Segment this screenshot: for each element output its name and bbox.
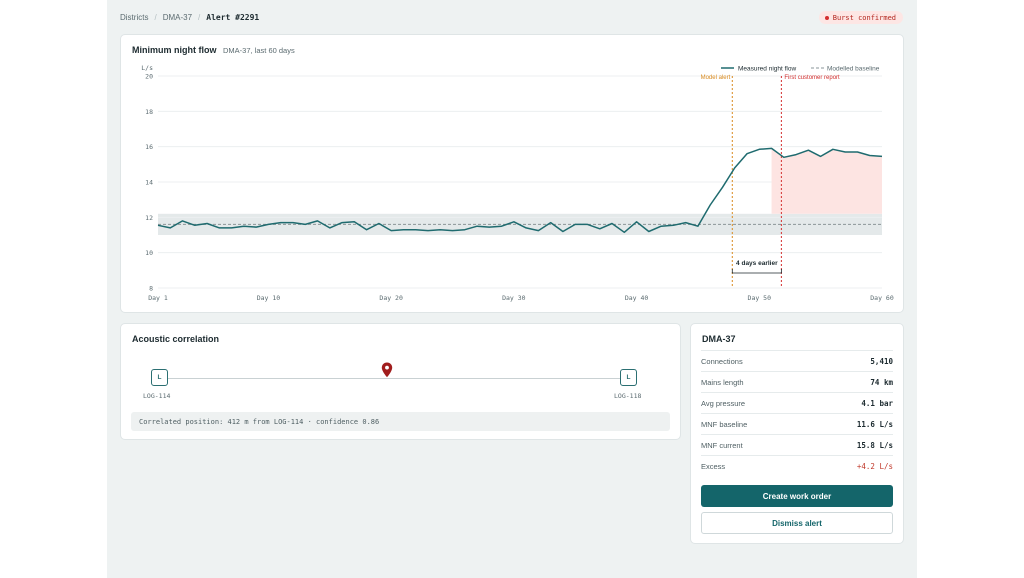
stat-value: 4.1 bar (861, 398, 893, 408)
status-dot-icon (824, 15, 829, 20)
chart-subtitle: DMA-37, last 60 days (223, 46, 295, 55)
app-root: Districts / DMA-37 / Alert #2291 Burst c… (107, 0, 917, 578)
x-tick-label: Day 10 (257, 294, 281, 302)
x-tick-label: Day 60 (870, 294, 894, 302)
stat-label: MNF current (701, 440, 743, 450)
legend-baseline-label: Modelled baseline (827, 66, 880, 73)
breadcrumb-current: Alert #2291 (206, 13, 260, 22)
stat-value: 11.6 L/s (856, 419, 893, 429)
legend-measured-label: Measured night flow (738, 66, 796, 73)
status-badge-label: Burst confirmed (832, 13, 896, 22)
chart-card-title: Minimum night flow DMA-37, last 60 days (132, 45, 295, 55)
stat-row-mains-length: Mains length 74 km (701, 371, 893, 392)
stat-row-connections: Connections 5,410 (701, 350, 893, 371)
leak-location-pin-icon[interactable] (381, 362, 393, 378)
excess-region (771, 148, 882, 214)
x-tick-label: Day 20 (379, 294, 403, 302)
breadcrumb-item-dma[interactable]: DMA-37 (162, 13, 193, 22)
x-tick-label: Day 50 (748, 294, 772, 302)
interval-bracket (731, 269, 782, 274)
breadcrumb-separator: / (198, 13, 201, 22)
breadcrumb-separator: / (154, 13, 157, 22)
stat-value: 15.8 L/s (856, 440, 893, 450)
y-tick-label: 20 (145, 73, 153, 81)
stat-value: 74 km (870, 377, 893, 387)
sensor-left-label: LOG-114 (143, 392, 171, 400)
correlated-position-readout: Correlated position: 412 m from LOG-114 … (131, 412, 670, 431)
y-axis-unit-label: L/s (141, 64, 153, 72)
stat-row-mnf-current: MNF current 15.8 L/s (701, 434, 893, 455)
stat-row-avg-pressure: Avg pressure 4.1 bar (701, 392, 893, 413)
acoustic-correlation-card: Acoustic correlation L LOG-114 L LOG-118… (120, 323, 681, 440)
stat-label: Avg pressure (701, 398, 746, 408)
status-badge: Burst confirmed (818, 11, 903, 24)
dismiss-alert-button[interactable]: Dismiss alert (701, 512, 893, 534)
dma-summary-card: DMA-37 Connections 5,410 Mains length 74… (690, 323, 904, 544)
stat-label: Excess (701, 461, 726, 471)
stat-label: Connections (701, 356, 743, 366)
y-tick-label: 18 (145, 108, 153, 116)
night-flow-chart: 8 10 12 14 16 18 20L/s Day 1 Day 10 Day 20 Day 30 D… (141, 64, 894, 302)
stat-value: 5,410 (870, 356, 893, 366)
dma-stats-list: Connections 5,410 Mains length 74 km Avg… (701, 350, 893, 476)
create-work-order-button[interactable]: Create work order (701, 485, 893, 507)
x-tick-label: Day 40 (625, 294, 649, 302)
pipe-segment-line (163, 378, 629, 379)
stat-label: MNF baseline (701, 419, 748, 429)
y-tick-label: 10 (145, 249, 153, 257)
breadcrumb-item-districts[interactable]: Districts (120, 13, 149, 22)
y-tick-label: 14 (145, 179, 153, 187)
measured-flow-line (157, 147, 883, 234)
y-tick-label: 8 (149, 285, 153, 293)
x-tick-label: Day 30 (502, 294, 526, 302)
sensor-right-label: LOG-118 (614, 392, 642, 400)
stat-label: Mains length (701, 377, 744, 387)
y-tick-label: 16 (145, 143, 153, 151)
stat-value-excess: +4.2 L/s (856, 461, 893, 471)
customer-report-label: First customer report (784, 75, 840, 81)
acoustic-title: Acoustic correlation (132, 334, 220, 344)
dma-title: DMA-37 (702, 334, 736, 344)
sensor-right-icon[interactable]: L (620, 369, 637, 386)
stat-row-mnf-baseline: MNF baseline 11.6 L/s (701, 413, 893, 434)
y-tick-label: 12 (145, 214, 153, 222)
night-flow-chart-card: Minimum night flow DMA-37, last 60 days … (120, 34, 904, 313)
interval-label: 4 days earlier (736, 260, 778, 267)
model-alert-label: Model alert (701, 75, 731, 81)
chart-title: Minimum night flow (132, 45, 217, 55)
sensor-left-icon[interactable]: L (151, 369, 168, 386)
stat-row-excess: Excess +4.2 L/s (701, 455, 893, 476)
x-tick-label: Day 1 (148, 294, 168, 302)
breadcrumb: Districts / DMA-37 / Alert #2291 (120, 13, 259, 22)
